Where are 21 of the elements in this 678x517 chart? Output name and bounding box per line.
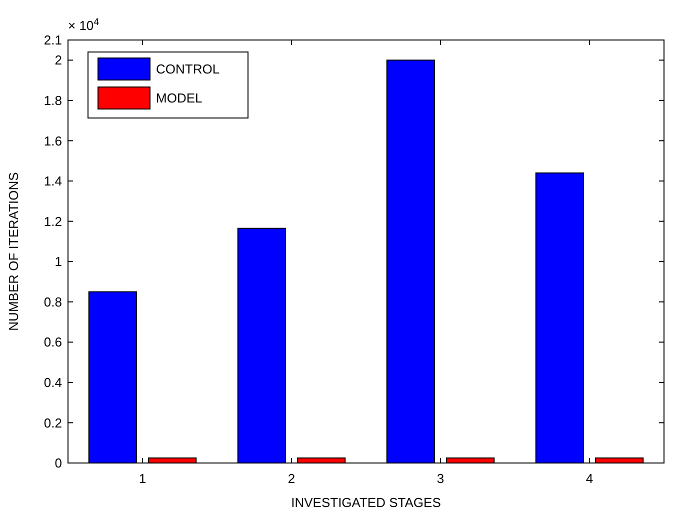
y-tick-label: 0.8 xyxy=(44,294,62,310)
y-tick-label: 1.2 xyxy=(44,214,62,229)
x-tick-label: 2 xyxy=(288,471,296,486)
y-tick-label: 1.8 xyxy=(44,92,62,108)
x-tick-label: 4 xyxy=(586,471,594,486)
y-tick-label: 0.6 xyxy=(44,334,62,350)
x-tick-label: 3 xyxy=(436,471,444,486)
text: × 10$^{4}$ xyxy=(68,16,100,33)
y-tick-label: 1 xyxy=(54,254,62,270)
legend-label: CONTROL xyxy=(156,62,220,77)
x-axis-title: INVESTIGATED STAGES xyxy=(291,495,442,510)
y-tick-label: 1.4 xyxy=(44,174,62,189)
y-tick-label: 0.4 xyxy=(44,374,62,390)
legend-label: MODEL xyxy=(156,90,202,106)
y-tick-label: 0.2 xyxy=(44,415,62,430)
y-tick-label: 2.1 xyxy=(44,32,62,48)
y-tick-label: 2 xyxy=(54,52,62,68)
y-tick-label: 0 xyxy=(54,456,62,471)
x-tick-label: 1 xyxy=(138,471,146,486)
y-tick-label: 1.6 xyxy=(44,133,62,148)
y-axis-title: NUMBER OF ITERATIONS xyxy=(6,172,21,331)
